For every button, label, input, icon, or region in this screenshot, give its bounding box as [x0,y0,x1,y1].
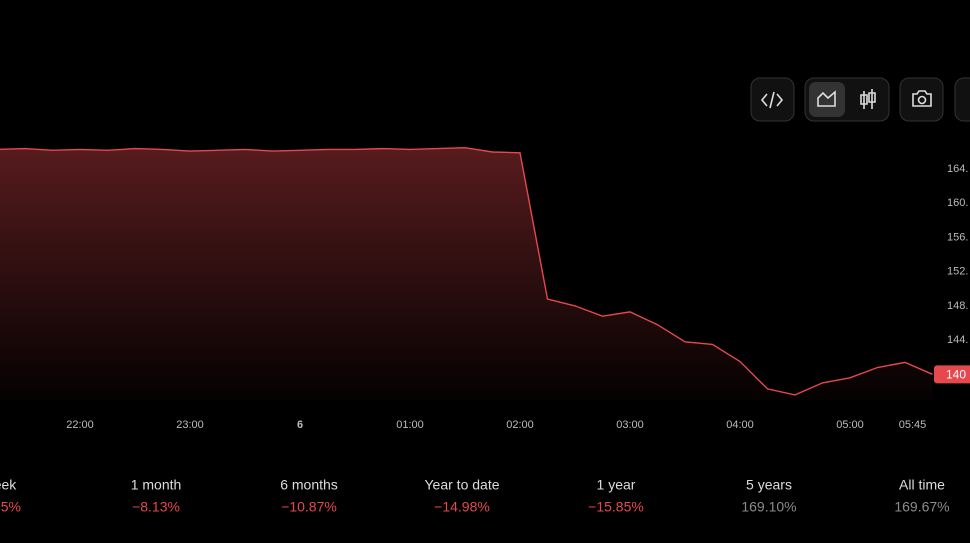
candle-button[interactable] [851,82,885,117]
area-button[interactable] [809,82,845,117]
toolbar [750,77,970,122]
fullscreen-button[interactable] [954,77,970,122]
current-price-label: 140 [946,368,966,382]
period-change: 169.10% [741,499,796,515]
x-tick-label: 04:00 [726,419,754,431]
y-tick-label: 156. [947,231,968,243]
period-change: −15.85% [588,499,644,515]
x-tick-label: 01:00 [396,419,424,431]
period-label[interactable]: 1 month [131,477,182,493]
y-tick-label: 164. [947,163,968,175]
period-change: 169.67% [894,499,949,515]
x-tick-label: 23:00 [176,419,204,431]
period-change: .55% [0,499,21,515]
camera-icon [912,90,932,107]
x-tick-label: 05:00 [836,419,864,431]
plot-area: 164. 160. 156. 152. 148. 144. 22:00 23:00 6 01:00… [0,146,970,431]
x-tick-label: 05:45 [899,419,927,431]
period-returns: eek .55% 1 month −8.13% 6 months −10.87% Year … [0,477,950,515]
area-icon [817,90,836,107]
current-price-tag [934,365,970,384]
period-label[interactable]: 1 year [597,477,636,493]
y-tick-label: 152. [947,266,968,278]
period-label[interactable]: All time [899,477,945,493]
y-tick-label: 148. [947,300,968,312]
x-tick-label: 03:00 [616,419,644,431]
x-tick-label: 02:00 [506,419,534,431]
period-label[interactable]: 6 months [280,477,338,493]
price-area [0,147,933,400]
period-change: −8.13% [132,499,180,515]
embed-icon [760,91,784,109]
period-change: −10.87% [281,499,337,515]
period-label[interactable]: eek [0,477,17,493]
screenshot-button[interactable] [899,77,944,122]
price-line [0,146,933,396]
candle-icon [860,89,876,109]
y-tick-label: 144. [947,334,968,346]
x-tick-label: 6 [297,419,303,431]
y-tick-label: 160. [947,197,968,209]
x-tick-label: 22:00 [66,419,94,431]
camera-lens [917,95,927,105]
period-change: −14.98% [434,499,490,515]
period-label[interactable]: Year to date [425,477,500,493]
period-label[interactable]: 5 years [746,477,792,493]
